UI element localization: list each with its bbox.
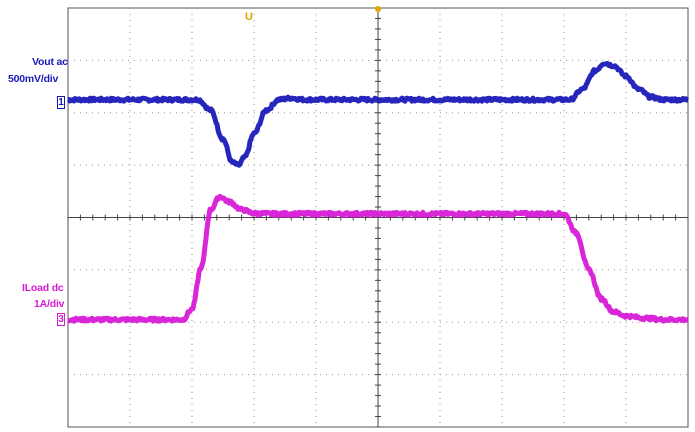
channel-3-name-label: ILoad dc xyxy=(22,282,64,294)
trigger-position-marker: U xyxy=(245,11,253,23)
trigger-arrow-icon xyxy=(375,6,381,12)
channel-1-ground-marker: 1 xyxy=(57,96,65,109)
waveform-vout-ac xyxy=(66,61,690,168)
channel-1-name-label: Vout ac xyxy=(32,56,68,68)
channel-3-ground-marker: 3 xyxy=(57,313,65,326)
waveform-iload-dc xyxy=(66,193,690,324)
channel-1-scale-label: 500mV/div xyxy=(8,73,59,85)
channel-3-scale-label: 1A/div xyxy=(34,298,65,310)
